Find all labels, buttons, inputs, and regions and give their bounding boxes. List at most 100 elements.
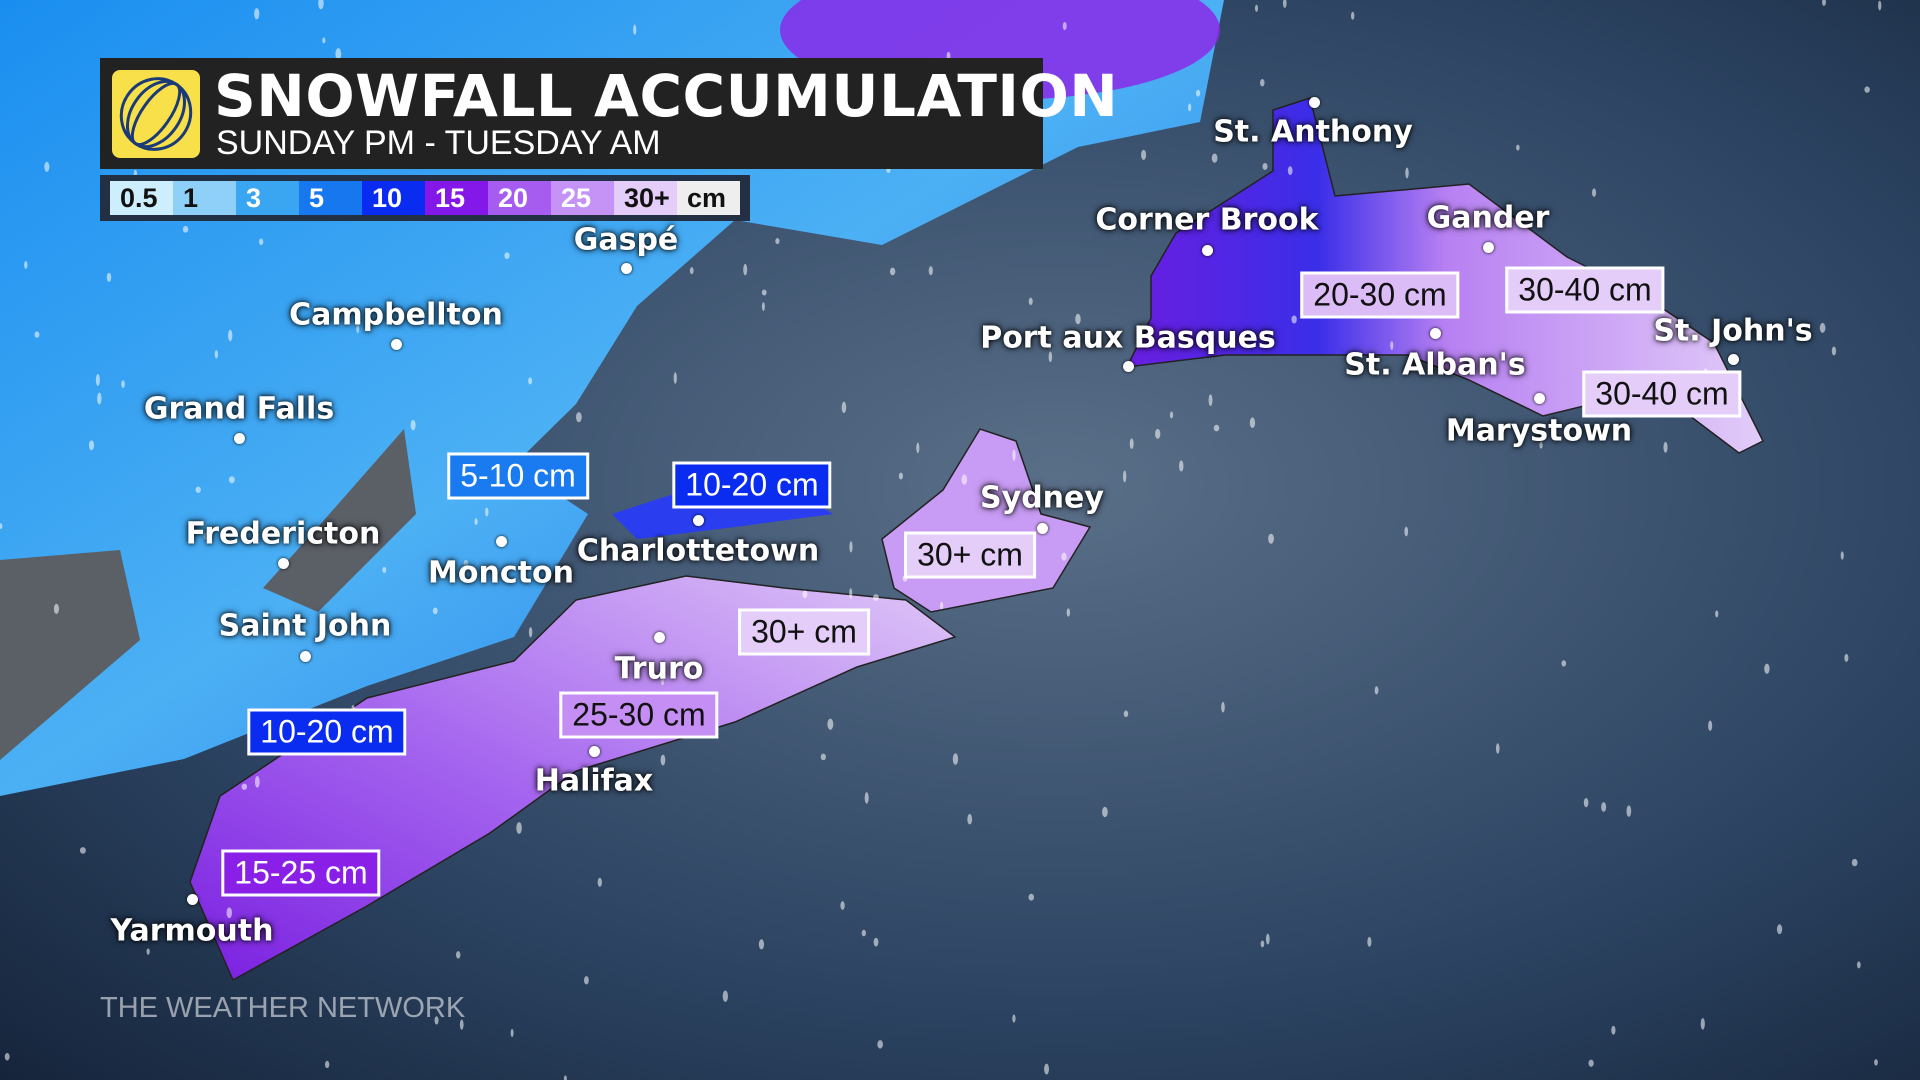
title-panel: SNOWFALL ACCUMULATION SUNDAY PM - TUESDA… [100, 58, 1118, 169]
snowflake [1878, 0, 1882, 11]
city-marker [621, 263, 632, 274]
snowflake [743, 263, 748, 276]
city-label: St. Anthony [1213, 114, 1413, 150]
snowflake [1601, 802, 1607, 812]
weather-network-logo [112, 70, 200, 158]
snowflake [1588, 1059, 1594, 1067]
snowflake [324, 1060, 330, 1069]
snowflake [195, 486, 201, 493]
snowflake [627, 546, 632, 556]
city-marker [1534, 393, 1545, 404]
snowflake [1592, 188, 1597, 197]
snowflake [182, 225, 189, 233]
legend-swatch: 1 [173, 181, 236, 215]
snowflake [228, 329, 233, 342]
snowflake [1195, 89, 1201, 97]
city-marker [496, 536, 507, 547]
city-label: Truro [614, 651, 704, 687]
snowflake [820, 753, 826, 761]
snowflake [1561, 660, 1567, 667]
watermark: THE WEATHER NETWORK [100, 992, 466, 1024]
snowflake [1141, 149, 1147, 160]
city-marker [187, 894, 198, 905]
snowflake [961, 474, 968, 485]
snowflake [24, 260, 28, 269]
snowflake [873, 937, 879, 947]
snowflake [335, 48, 342, 60]
snowflake [1265, 933, 1270, 945]
snowflake [1819, 322, 1826, 333]
snowflake [840, 901, 845, 910]
city-marker [234, 433, 245, 444]
snowflake [121, 380, 125, 389]
snowflake [849, 588, 853, 599]
snowflake [97, 392, 102, 405]
city-marker [1123, 361, 1134, 372]
snowflake [673, 372, 677, 384]
legend-swatch: 5 [299, 181, 362, 215]
legend-swatch: 10 [362, 181, 425, 215]
snowflake [916, 442, 920, 454]
snowflake [1211, 153, 1218, 163]
snowflake [254, 775, 260, 788]
snowflake [95, 374, 100, 386]
snowflake [1291, 315, 1297, 324]
snow-amount-label: 30+ cm [738, 608, 870, 656]
snowflake [1169, 411, 1174, 419]
snowflake [1874, 1059, 1878, 1066]
snowflake [849, 541, 853, 553]
snowflake [146, 948, 150, 955]
snowflake [563, 1075, 567, 1080]
city-marker [1483, 242, 1494, 253]
snowflake [258, 238, 264, 246]
snowflake [877, 1040, 883, 1049]
snowflake [1663, 441, 1668, 453]
snowflake [1048, 351, 1053, 363]
snowflake [1611, 1025, 1616, 1035]
snowflake [1539, 441, 1543, 449]
snowflake [459, 1019, 464, 1030]
snowflake [722, 990, 728, 1003]
snow-amount-label: 5-10 cm [447, 452, 589, 500]
snowflake [1213, 424, 1220, 432]
snowflake [889, 267, 896, 276]
snowflake [660, 754, 666, 766]
snow-amount-label: 30+ cm [904, 531, 1036, 579]
city-marker [693, 515, 704, 526]
city-label: Corner Brook [1095, 202, 1319, 238]
snowflake [1208, 394, 1213, 407]
snowflake [1840, 551, 1844, 560]
snowflake [1129, 438, 1134, 450]
snowflake [0, 523, 3, 530]
snowflake [4, 1052, 10, 1061]
bare-land [263, 429, 416, 612]
city-marker [1037, 523, 1048, 534]
snowflake [463, 560, 469, 568]
snowflake [226, 907, 232, 919]
snowflake [474, 518, 478, 525]
snowflake [1075, 313, 1081, 325]
snowflake [576, 412, 582, 423]
snowflake [1405, 167, 1409, 179]
city-label: Marystown [1445, 413, 1633, 449]
city-marker [589, 746, 600, 757]
snowflake [203, 532, 208, 540]
city-label: Saint John [218, 608, 392, 644]
snowflake [1260, 79, 1265, 87]
snowflake [584, 976, 589, 985]
snowflake [1282, 0, 1287, 8]
snow-amount-label: 20-30 cm [1300, 271, 1460, 319]
city-label: Yarmouth [110, 913, 274, 949]
city-marker [1309, 97, 1320, 108]
map-title: SNOWFALL ACCUMULATION [214, 62, 1119, 130]
city-marker [654, 632, 665, 643]
snowflake [1831, 346, 1837, 356]
snowflake [841, 401, 847, 414]
snowflake [432, 607, 438, 615]
snowflake [1390, 341, 1394, 351]
snowflake [761, 289, 767, 296]
snowflake [528, 377, 533, 385]
snowflake [1062, 21, 1067, 31]
